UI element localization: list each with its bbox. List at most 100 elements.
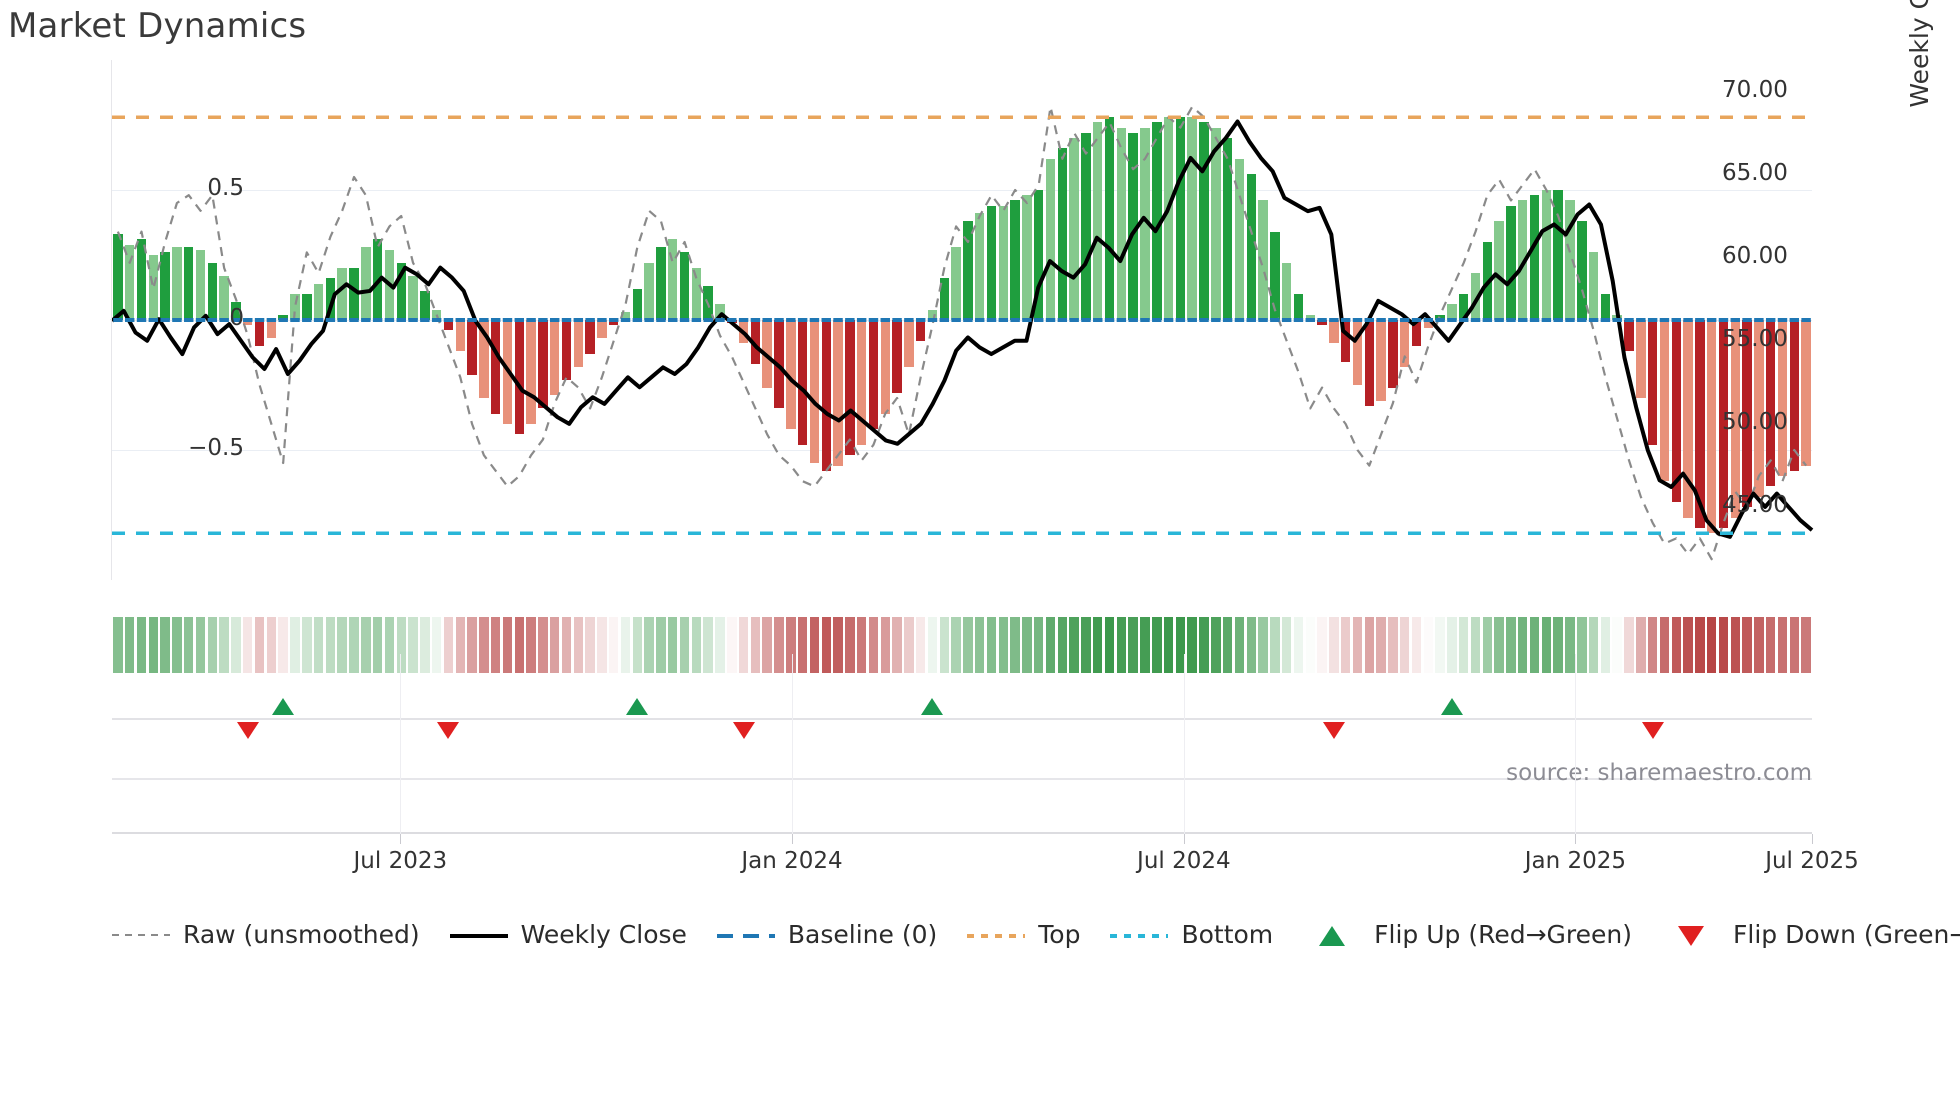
bar — [1399, 320, 1410, 367]
bar — [455, 320, 465, 352]
bar — [1163, 117, 1174, 320]
heatmap-cell — [1730, 617, 1740, 673]
heatmap-cell — [1069, 617, 1079, 673]
legend-item[interactable]: Bottom — [1110, 920, 1273, 949]
bar — [1022, 195, 1032, 320]
bar — [1199, 122, 1209, 320]
heatmap-cell — [1706, 617, 1717, 673]
heatmap-cell — [691, 617, 702, 673]
y-tick-label-right: 70.00 — [1722, 76, 1788, 103]
heatmap-cell — [219, 617, 229, 673]
heatmap-cell — [833, 617, 843, 673]
bar — [195, 249, 206, 320]
heatmap-cell — [762, 617, 772, 673]
heatmap-cell — [1010, 617, 1020, 673]
bar — [1600, 294, 1611, 320]
bar — [302, 294, 312, 320]
raw-unsmoothed-line — [116, 105, 1807, 561]
heatmap-cell — [1281, 617, 1292, 673]
bar — [1234, 158, 1245, 320]
bar — [1459, 294, 1469, 320]
heatmap-cell — [998, 617, 1009, 673]
flip-up-marker-icon — [272, 698, 295, 715]
bar — [927, 309, 938, 320]
heatmap-cell — [1754, 617, 1764, 673]
bar — [1187, 117, 1197, 320]
legend-item[interactable]: Weekly Close — [449, 920, 687, 949]
bar — [337, 268, 347, 320]
bar — [1789, 320, 1799, 471]
bar — [974, 213, 985, 320]
bar — [856, 320, 867, 445]
heatmap-cell — [786, 617, 796, 673]
bar — [1222, 138, 1233, 320]
bar — [408, 275, 418, 320]
legend-item[interactable]: Flip Up (Red→Green) — [1303, 920, 1632, 949]
bar — [361, 247, 371, 320]
heatmap-cell — [774, 617, 784, 673]
y-tick-label-right: 60.00 — [1722, 242, 1788, 269]
heatmap-cell — [703, 617, 713, 673]
flip-down-marker-icon — [437, 722, 460, 739]
legend-item[interactable]: Baseline (0) — [716, 920, 937, 949]
bar — [644, 262, 654, 320]
bar — [1777, 320, 1788, 476]
y-axis-label-right: Weekly Close Price — [1905, 0, 1934, 170]
heatmap-cell — [1211, 617, 1221, 673]
heatmap-cell — [1352, 617, 1363, 673]
bar — [1093, 122, 1103, 320]
heatmap-cell — [266, 617, 277, 673]
flip-down-marker-icon — [732, 722, 755, 739]
heatmap-cell — [1258, 617, 1268, 673]
x-guide-line — [400, 654, 402, 834]
bar — [1518, 200, 1528, 320]
bar — [443, 320, 454, 331]
bar — [1281, 262, 1292, 320]
heatmap-cell — [467, 617, 477, 673]
bar — [609, 320, 619, 326]
heatmap-cell — [302, 617, 312, 673]
bar — [1258, 200, 1268, 320]
heatmap-cell — [408, 617, 418, 673]
legend-item-label: Weekly Close — [520, 920, 687, 949]
heatmap-cell — [1459, 617, 1469, 673]
bar — [915, 320, 926, 341]
legend-item-label: Raw (unsmoothed) — [183, 920, 420, 949]
heatmap-cell — [1317, 617, 1327, 673]
heatmap-cell — [455, 617, 465, 673]
heatmap-cell — [1647, 617, 1658, 673]
heatmap-cell — [243, 617, 253, 673]
heatmap-cell — [1081, 617, 1091, 673]
heatmap-cell — [715, 617, 725, 673]
bar — [1718, 320, 1729, 528]
chart-legend: Raw (unsmoothed) Weekly Close Baseline (0)… — [112, 920, 1960, 949]
bar — [1246, 174, 1256, 320]
bar — [278, 314, 288, 320]
heatmap-cell — [1565, 617, 1575, 673]
heatmap-cell — [1577, 617, 1587, 673]
heatmap-cell — [1588, 617, 1599, 673]
y-tick-label-left: 0 — [229, 305, 244, 331]
heatmap-cell — [1104, 617, 1115, 673]
bar — [892, 320, 902, 393]
heatmap-cell — [1801, 617, 1811, 673]
x-tick-label: Jan 2025 — [1524, 848, 1627, 874]
legend-item[interactable]: Top — [967, 920, 1080, 949]
heatmap-cell — [845, 617, 855, 673]
heatmap-cell — [1447, 617, 1457, 673]
heatmap-cell — [184, 617, 194, 673]
legend-item-label: Flip Down (Green→Red) — [1733, 920, 1960, 949]
heatmap-cell — [880, 617, 890, 673]
legend-item[interactable]: Raw (unsmoothed) — [112, 920, 420, 949]
heatmap-cell — [915, 617, 926, 673]
heatmap-cell — [1777, 617, 1788, 673]
bar — [691, 268, 702, 320]
y-axis-spine-left — [111, 60, 112, 580]
legend-item[interactable]: Flip Down (Green→Red) — [1662, 920, 1960, 949]
heatmap-cell — [1765, 617, 1776, 673]
bar — [549, 320, 560, 396]
bar — [1329, 320, 1339, 344]
heatmap-cell — [597, 617, 607, 673]
heatmap-cell — [1034, 617, 1044, 673]
heatmap-cell — [1140, 617, 1150, 673]
